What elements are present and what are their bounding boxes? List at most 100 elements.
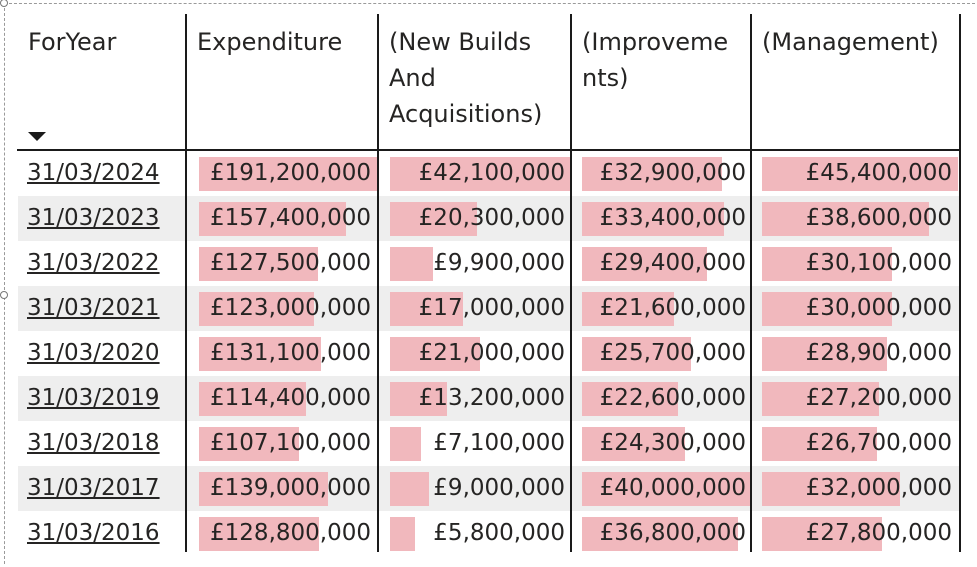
data-bar <box>582 517 738 551</box>
cell-management: £27,800,000 <box>762 511 958 556</box>
data-bar <box>199 202 346 236</box>
header-new-builds-label: (New Builds And Acquisitions) <box>389 28 543 128</box>
header-for-year[interactable]: ForYear <box>18 14 186 150</box>
cell-value: £7,100,000 <box>433 430 565 456</box>
resize-handle-top-left[interactable] <box>0 0 8 7</box>
cell-expenditure: £114,400,000 <box>199 376 377 421</box>
data-bar <box>582 382 678 416</box>
header-improvements[interactable]: (Improvements) <box>572 14 750 150</box>
data-bar <box>762 157 958 191</box>
cell-expenditure: £131,100,000 <box>199 331 377 376</box>
column-divider <box>570 14 572 552</box>
data-bar <box>390 292 463 326</box>
year-link[interactable]: 31/03/2022 <box>27 250 160 276</box>
cell-value: £40,000,000 <box>599 475 746 501</box>
header-expenditure-label: Expenditure <box>197 28 343 56</box>
cell-for-year[interactable]: 31/03/2016 <box>18 511 185 556</box>
header-new-builds[interactable]: (New Builds And Acquisitions) <box>379 14 569 150</box>
cell-for-year[interactable]: 31/03/2022 <box>18 241 185 286</box>
column-divider <box>959 14 961 552</box>
cell-management: £28,900,000 <box>762 331 958 376</box>
cell-value: £30,100,000 <box>805 250 952 276</box>
column-divider <box>750 14 752 552</box>
header-divider <box>17 149 961 151</box>
cell-value: £9,000,000 <box>433 475 565 501</box>
header-for-year-label: ForYear <box>28 28 117 56</box>
cell-value: £21,000,000 <box>418 340 565 366</box>
cell-new-builds: £9,900,000 <box>390 241 571 286</box>
cell-value: £9,900,000 <box>433 250 565 276</box>
cell-improvements: £21,600,000 <box>582 286 752 331</box>
header-management[interactable]: (Management) <box>752 14 960 150</box>
cell-for-year[interactable]: 31/03/2017 <box>18 466 185 511</box>
cell-expenditure: £157,400,000 <box>199 196 377 241</box>
caret-down-icon[interactable] <box>28 132 46 141</box>
data-bar <box>582 202 724 236</box>
data-bar <box>762 472 900 506</box>
cell-value: £36,800,000 <box>599 520 746 546</box>
data-bar <box>582 337 691 371</box>
cell-management: £32,000,000 <box>762 466 958 511</box>
cell-for-year[interactable]: 31/03/2024 <box>18 151 185 196</box>
data-bar <box>390 382 447 416</box>
cell-improvements: £24,300,000 <box>582 421 752 466</box>
cell-expenditure: £128,800,000 <box>199 511 377 556</box>
data-bar <box>199 157 377 191</box>
cell-management: £27,200,000 <box>762 376 958 421</box>
cell-value: £107,100,000 <box>210 430 371 456</box>
year-link[interactable]: 31/03/2024 <box>27 160 160 186</box>
data-bar <box>390 247 433 281</box>
resize-handle-mid-left[interactable] <box>0 291 8 299</box>
cell-improvements: £25,700,000 <box>582 331 752 376</box>
cell-new-builds: £13,200,000 <box>390 376 571 421</box>
data-bar <box>199 337 321 371</box>
cell-for-year[interactable]: 31/03/2021 <box>18 286 185 331</box>
header-expenditure[interactable]: Expenditure <box>187 14 377 150</box>
cell-for-year[interactable]: 31/03/2023 <box>18 196 185 241</box>
cell-improvements: £40,000,000 <box>582 466 752 511</box>
cell-management: £30,000,000 <box>762 286 958 331</box>
data-bar <box>390 202 477 236</box>
cell-value: £131,100,000 <box>210 340 371 366</box>
cell-expenditure: £127,500,000 <box>199 241 377 286</box>
cell-new-builds: £42,100,000 <box>390 151 571 196</box>
cell-for-year[interactable]: 31/03/2019 <box>18 376 185 421</box>
year-link[interactable]: 31/03/2017 <box>27 475 160 501</box>
year-link[interactable]: 31/03/2023 <box>27 205 160 231</box>
cell-improvements: £36,800,000 <box>582 511 752 556</box>
data-bar <box>199 382 306 416</box>
data-bar <box>390 337 480 371</box>
cell-value: £17,000,000 <box>418 295 565 321</box>
data-bar <box>390 427 421 461</box>
table-row: 31/03/2018 £107,100,000 £7,100,000 £24,300,… <box>18 421 960 466</box>
cell-value: £33,400,000 <box>599 205 746 231</box>
year-link[interactable]: 31/03/2020 <box>27 340 160 366</box>
year-link[interactable]: 31/03/2018 <box>27 430 160 456</box>
data-bar <box>199 472 328 506</box>
cell-management: £38,600,000 <box>762 196 958 241</box>
cell-new-builds: £17,000,000 <box>390 286 571 331</box>
data-bar <box>762 247 892 281</box>
cell-new-builds: £21,000,000 <box>390 331 571 376</box>
data-bar <box>582 247 707 281</box>
cell-value: £22,600,000 <box>599 385 746 411</box>
data-bar <box>199 292 314 326</box>
data-bar <box>390 157 571 191</box>
cell-improvements: £29,400,000 <box>582 241 752 286</box>
cell-for-year[interactable]: 31/03/2020 <box>18 331 185 376</box>
table-row: 31/03/2016 £128,800,000 £5,800,000 £36,800,… <box>18 511 960 556</box>
cell-value: £32,900,000 <box>599 160 746 186</box>
data-bar <box>199 517 319 551</box>
cell-management: £30,100,000 <box>762 241 958 286</box>
cell-value: £42,100,000 <box>418 160 565 186</box>
cell-for-year[interactable]: 31/03/2018 <box>18 421 185 466</box>
cell-expenditure: £123,000,000 <box>199 286 377 331</box>
data-bar <box>762 517 882 551</box>
visual-frame <box>4 3 975 564</box>
cell-improvements: £32,900,000 <box>582 151 752 196</box>
year-link[interactable]: 31/03/2021 <box>27 295 160 321</box>
header-management-label: (Management) <box>762 28 939 56</box>
year-link[interactable]: 31/03/2016 <box>27 520 160 546</box>
year-link[interactable]: 31/03/2019 <box>27 385 160 411</box>
